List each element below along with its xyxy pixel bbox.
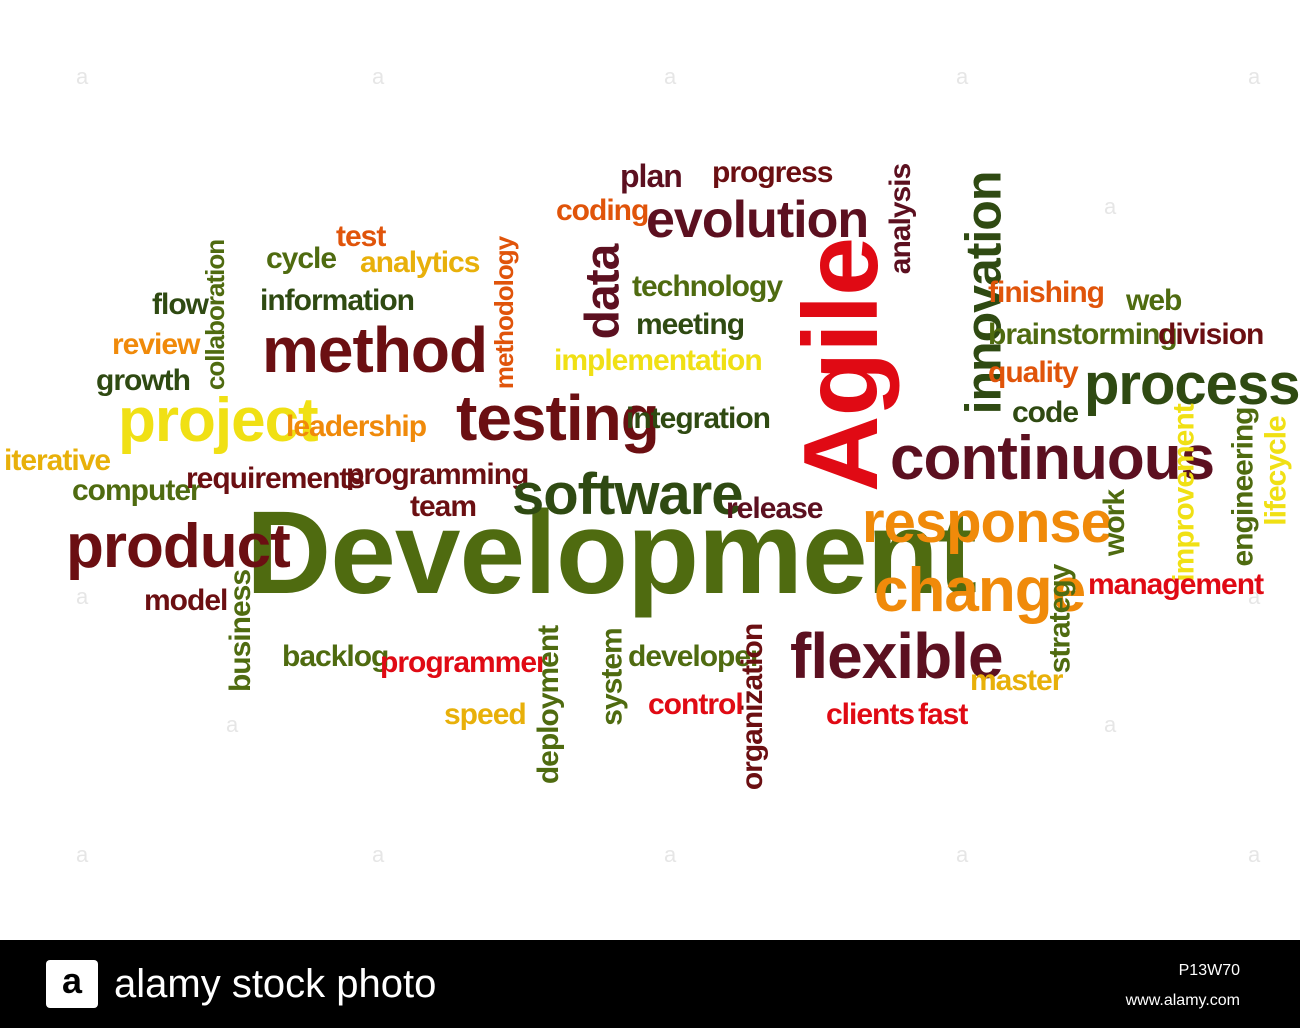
brand-text: alamy stock photo [114, 962, 437, 1006]
watermark-logo: a [956, 842, 969, 867]
word: leadership [286, 410, 427, 443]
word: technology [632, 270, 783, 303]
watermark-logo: a [1104, 194, 1117, 219]
word: clients [826, 698, 915, 731]
word: fast [918, 698, 968, 731]
word: work [1098, 489, 1132, 557]
word: engineering [1226, 407, 1260, 567]
watermark-logo: a [76, 584, 89, 609]
word: system [595, 628, 629, 726]
stock-footer-bar: a alamy stock photo P13W70 www.alamy.com [0, 940, 1300, 1028]
word-cloud: a a a a a a a a a a a a a a a Developmen… [4, 64, 1300, 867]
watermark-logo: a [1248, 584, 1261, 609]
word: release [726, 492, 823, 525]
watermark-logo: a [1248, 64, 1261, 89]
alamy-logo-icon: a [46, 960, 98, 1008]
word: web [1126, 284, 1182, 317]
word: model [144, 584, 228, 617]
word: lifecycle [1259, 416, 1293, 526]
word: evolution [646, 191, 869, 249]
word: Agile [782, 237, 901, 493]
word: progress [712, 156, 833, 189]
word: computer [72, 474, 202, 507]
word: analytics [360, 246, 480, 279]
watermark-logo: a [664, 842, 677, 867]
word: methodology [489, 236, 520, 390]
word: finishing [988, 276, 1105, 309]
word: integration [626, 402, 771, 435]
word: change [874, 556, 1086, 625]
word: product [66, 512, 291, 581]
word: testing [456, 382, 660, 454]
word: programmer [380, 646, 548, 679]
word: master [970, 664, 1063, 697]
word: coding [556, 194, 649, 227]
watermark-logo: a [76, 842, 89, 867]
word: requirements [186, 462, 365, 495]
word: implementation [554, 344, 763, 377]
word: iterative [4, 444, 111, 477]
word: brainstorming [988, 318, 1178, 351]
word: speed [444, 698, 527, 731]
word: control [648, 688, 744, 721]
image-code: P13W70 [1178, 962, 1240, 979]
watermark-logo: a [226, 712, 239, 737]
site-url: www.alamy.com [1125, 992, 1240, 1009]
watermark-logo: a [76, 64, 89, 89]
word: review [112, 328, 200, 361]
word: analysis [884, 163, 918, 275]
watermark-logo: a [664, 64, 677, 89]
word: plan [620, 158, 683, 194]
word: improvement [1167, 404, 1201, 582]
word: organization [736, 623, 770, 791]
word: strategy [1043, 564, 1077, 674]
word: response [862, 490, 1113, 555]
watermark-logo: a [1104, 712, 1117, 737]
word: quality [988, 356, 1079, 389]
watermark-logo: a [956, 64, 969, 89]
word: flow [152, 288, 209, 321]
word: developer [628, 640, 762, 673]
word: method [262, 314, 488, 386]
word: code [1012, 396, 1079, 429]
word: information [260, 284, 415, 317]
word: business [224, 569, 258, 693]
word: data [576, 244, 630, 340]
word: team [410, 490, 477, 523]
word: growth [96, 364, 191, 397]
watermark-logo: a [372, 842, 385, 867]
word: project [118, 386, 319, 455]
word: software [512, 462, 744, 527]
word: management [1088, 568, 1264, 601]
word: cycle [266, 242, 337, 275]
word: flexible [790, 620, 1004, 692]
word: test [336, 220, 386, 253]
word: meeting [636, 308, 745, 341]
watermark-logo: a [1248, 842, 1261, 867]
watermark-logo: a [372, 64, 385, 89]
word: division [1158, 318, 1264, 351]
word: programming [346, 458, 529, 491]
word: backlog [282, 640, 389, 673]
word: continuous [890, 424, 1215, 493]
word: Development [246, 487, 977, 619]
logo-letter: a [61, 960, 83, 1001]
word: deployment [532, 625, 566, 785]
word: process [1084, 352, 1300, 417]
